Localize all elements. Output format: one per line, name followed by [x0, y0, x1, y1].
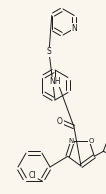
Text: N: N [71, 24, 77, 33]
Text: NH: NH [49, 77, 61, 87]
Text: S: S [47, 48, 51, 56]
Text: O: O [89, 138, 94, 144]
Text: O: O [57, 117, 63, 126]
Text: N: N [68, 138, 73, 144]
Text: Cl: Cl [28, 171, 36, 180]
